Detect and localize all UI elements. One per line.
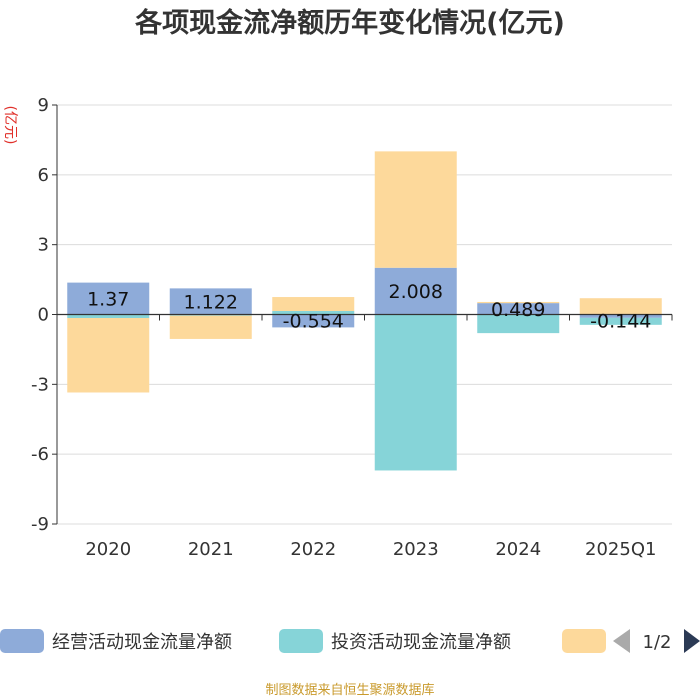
x-tick-label: 2020 bbox=[85, 539, 131, 560]
legend-label-1[interactable]: 经营活动现金流量净额 bbox=[52, 632, 232, 653]
bar-2025Q1-s2[interactable] bbox=[579, 317, 662, 325]
bar-2021-s1[interactable] bbox=[169, 288, 252, 315]
legend-swatch-2[interactable] bbox=[279, 629, 323, 653]
y-tick-label: 6 bbox=[38, 165, 49, 186]
bar-2024-s3[interactable] bbox=[477, 301, 560, 304]
data-label-2021: 1.122 bbox=[184, 291, 238, 313]
legend: 经营活动现金流量净额 投资活动现金流量净额 1/2 bbox=[0, 629, 700, 653]
data-labels: 1.37 1.122 -0.554 2.008 0.489 -0.144 bbox=[87, 281, 651, 332]
y-tick-label: -9 bbox=[31, 514, 49, 535]
y-tick-label: 0 bbox=[38, 305, 49, 326]
legend-next-page-icon[interactable] bbox=[684, 629, 700, 653]
x-tick-label: 2021 bbox=[188, 539, 234, 560]
data-label-2020: 1.37 bbox=[87, 289, 129, 311]
y-axis-unit: (亿元) bbox=[2, 106, 18, 145]
legend-swatch-3[interactable] bbox=[562, 629, 606, 653]
legend-page-indicator: 1/2 bbox=[643, 632, 672, 653]
legend-swatch-1[interactable] bbox=[0, 629, 44, 653]
gridlines bbox=[57, 104, 672, 525]
legend-prev-page-icon[interactable] bbox=[613, 629, 630, 653]
bar-2022-s1[interactable] bbox=[272, 314, 355, 328]
data-label-2025Q1: -0.144 bbox=[590, 311, 651, 333]
axes: 9 6 3 0 -3 -6 -9 2020 2021 2022 2023 2024 2025Q1 bbox=[31, 95, 673, 560]
data-label-2022: -0.554 bbox=[283, 311, 344, 333]
x-tick-label: 2025Q1 bbox=[585, 539, 656, 560]
y-tick-label: -6 bbox=[31, 444, 49, 465]
chart-title: 各项现金流净额历年变化情况(亿元) bbox=[134, 7, 565, 39]
bar-2024-s1[interactable] bbox=[477, 303, 560, 315]
bar-2020-s1[interactable] bbox=[67, 282, 150, 315]
data-label-2023: 2.008 bbox=[389, 281, 443, 303]
y-tick-label: 9 bbox=[38, 95, 49, 116]
bar-2025Q1-s1[interactable] bbox=[579, 314, 662, 318]
y-tick-label: -3 bbox=[31, 374, 49, 395]
bar-2020-s3[interactable] bbox=[67, 317, 150, 393]
y-tick-label: 3 bbox=[38, 235, 49, 256]
bar-2023-s2[interactable] bbox=[374, 314, 457, 471]
x-tick-label: 2024 bbox=[495, 539, 541, 560]
x-tick-label: 2023 bbox=[393, 539, 439, 560]
bar-2025Q1-s3[interactable] bbox=[579, 298, 662, 315]
bar-2023-s3[interactable] bbox=[374, 151, 457, 268]
bars bbox=[67, 151, 662, 471]
legend-label-2[interactable]: 投资活动现金流量净额 bbox=[331, 632, 511, 653]
bar-2022-s2[interactable] bbox=[272, 311, 355, 315]
bar-2024-s2[interactable] bbox=[477, 314, 560, 334]
bar-2021-s3[interactable] bbox=[169, 315, 252, 339]
data-label-2024: 0.489 bbox=[491, 299, 545, 321]
bar-2022-s3[interactable] bbox=[272, 297, 355, 312]
source-note: 制图数据来自恒生聚源数据库 bbox=[265, 682, 434, 698]
x-tick-label: 2022 bbox=[290, 539, 336, 560]
bar-2023-s1[interactable] bbox=[374, 267, 457, 315]
bar-2020-s2[interactable] bbox=[67, 314, 150, 318]
